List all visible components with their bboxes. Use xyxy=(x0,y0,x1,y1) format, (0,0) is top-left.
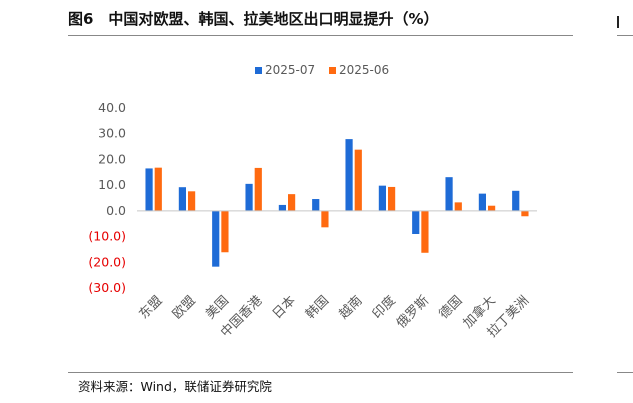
bar-series2-4 xyxy=(288,194,296,211)
top-divider xyxy=(68,35,573,36)
bar-series1-5 xyxy=(312,199,320,211)
x-tick-label: 越南 xyxy=(336,293,366,323)
bar-series1-9 xyxy=(445,177,453,211)
x-tick-label: 日本 xyxy=(270,293,299,322)
bar-series2-11 xyxy=(521,210,529,217)
x-tick-label: 美国 xyxy=(203,293,232,322)
bar-series1-2 xyxy=(212,210,220,267)
bar-series2-1 xyxy=(188,191,196,211)
bar-series1-6 xyxy=(345,139,353,211)
x-tick-label: 东盟 xyxy=(136,293,165,322)
bar-series2-5 xyxy=(321,210,329,228)
source-note: 资料来源：Wind，联储证券研究院 xyxy=(78,379,272,394)
bar-series2-7 xyxy=(388,186,396,211)
bar-series2-2 xyxy=(221,210,229,253)
bottom-divider xyxy=(68,372,573,373)
bar-series1-1 xyxy=(178,187,186,211)
y-tick-label: 0.0 xyxy=(106,203,126,218)
bar-series1-0 xyxy=(145,168,153,211)
bar-series1-4 xyxy=(278,204,286,211)
legend-swatch-2 xyxy=(329,67,336,74)
x-tick-label: 印度 xyxy=(369,293,399,323)
adjacent-figure-rule-bottom xyxy=(617,372,633,373)
legend-swatch-1 xyxy=(255,67,262,74)
y-tick-label: (20.0) xyxy=(88,254,126,269)
figure-title: 图6 中国对欧盟、韩国、拉美地区出口明显提升（%） xyxy=(68,10,439,28)
bar-series2-8 xyxy=(421,210,429,253)
adjacent-figure-rule-top xyxy=(617,35,633,36)
bar-series1-3 xyxy=(245,183,253,211)
bar-series1-7 xyxy=(378,185,386,211)
legend-label-2: 2025-06 xyxy=(339,63,389,77)
x-tick-label: 俄罗斯 xyxy=(394,293,432,331)
y-tick-label: 40.0 xyxy=(98,100,126,115)
bar-series2-6 xyxy=(354,149,362,211)
bar-series2-0 xyxy=(154,167,162,211)
y-tick-label: 10.0 xyxy=(98,177,126,192)
y-tick-label: 30.0 xyxy=(98,126,126,141)
bar-series2-9 xyxy=(454,202,462,211)
x-tick-label: 欧盟 xyxy=(170,293,199,322)
bar-series1-8 xyxy=(412,210,420,234)
y-tick-label: (10.0) xyxy=(88,229,126,244)
bar-series2-10 xyxy=(488,205,496,211)
legend-label-1: 2025-07 xyxy=(265,63,315,77)
bar-series2-3 xyxy=(254,167,262,211)
y-tick-label: 20.0 xyxy=(98,151,126,166)
bar-series1-11 xyxy=(512,190,520,211)
x-tick-label: 德国 xyxy=(436,293,465,322)
y-tick-label: (30.0) xyxy=(88,280,126,295)
x-tick-label: 韩国 xyxy=(303,293,332,322)
bar-series1-10 xyxy=(478,193,486,211)
adjacent-figure-edge xyxy=(617,16,619,28)
